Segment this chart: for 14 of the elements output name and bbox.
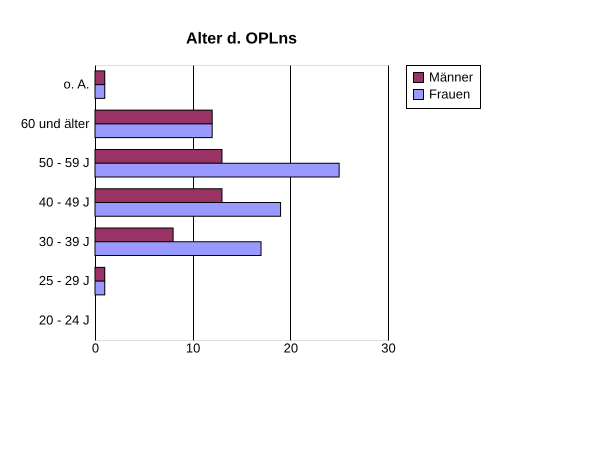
legend-label: Männer [429, 70, 474, 84]
x-tick-label: 20 [284, 340, 298, 356]
x-tick-label: 0 [92, 340, 100, 356]
x-tick-label: 30 [381, 340, 396, 356]
y-tick-label: 30 - 39 J [38, 234, 90, 249]
y-tick-label: 20 - 24 J [38, 312, 90, 328]
y-tick-label: 50 - 59 J [38, 155, 90, 170]
y-tick-label: o. A. [63, 76, 90, 92]
y-tick-label: 60 und älter [20, 116, 90, 131]
legend-label: Frauen [429, 86, 470, 102]
x-tick-label: 10 [186, 340, 200, 356]
y-tick-label: 25 - 29 J [38, 273, 90, 288]
y-tick-label: 40 - 49 J [38, 194, 90, 210]
chart-title: Alter d. OPLns [186, 30, 298, 48]
